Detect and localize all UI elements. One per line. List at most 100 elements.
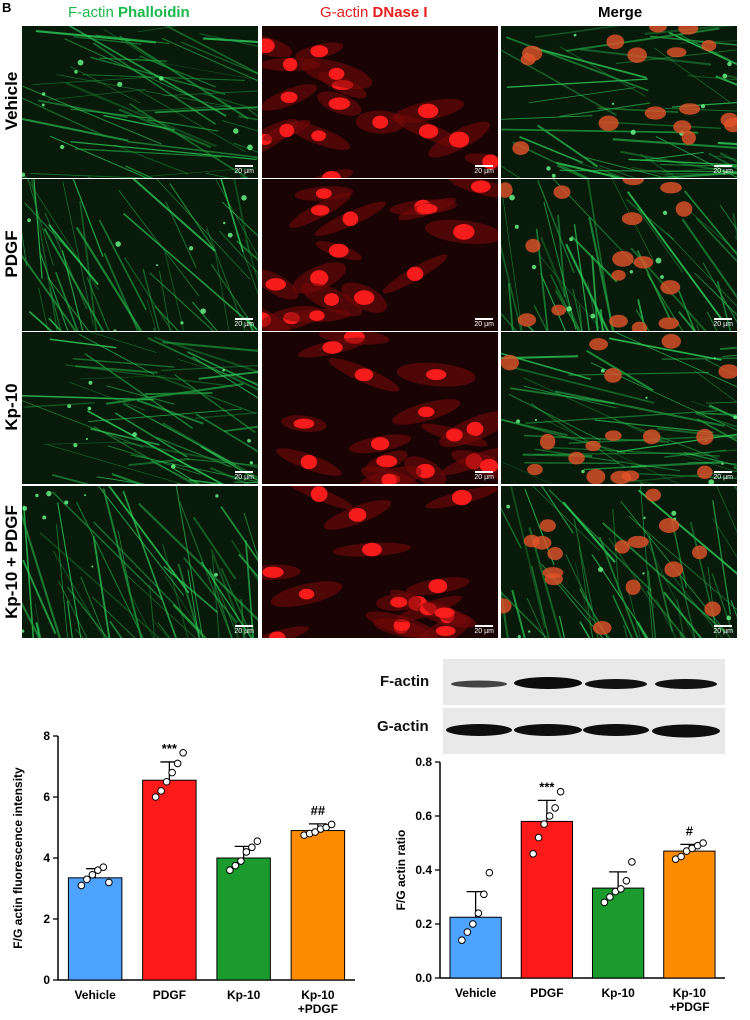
- panel-letter: B: [2, 0, 12, 15]
- scale-bar: 20 µm: [234, 625, 254, 635]
- y-tick-label: 6: [43, 790, 50, 804]
- fluorescence-bar-chart: 0 2 4 6 8 F/G actin fluorescence intensity Veh…: [11, 729, 355, 1016]
- significance-label: ***: [539, 779, 555, 794]
- data-point: [105, 878, 113, 887]
- data-point: [242, 848, 251, 856]
- western-blot-f-actin: [443, 659, 725, 705]
- y-tick-label: 0.8: [415, 755, 432, 769]
- scale-bar: 20 µm: [474, 471, 494, 481]
- category-label: +PDGF: [298, 1002, 338, 1016]
- header-phalloidin: F-actin Phalloidin: [68, 4, 190, 21]
- merge-micrograph: 20 µm: [501, 332, 737, 484]
- y-tick-label: 0: [43, 973, 50, 987]
- y-axis-label: F/G actin fluorescence intensity: [11, 767, 25, 949]
- data-point: [168, 768, 176, 777]
- data-point: [699, 839, 707, 847]
- scale-bar: 20 µm: [234, 165, 254, 175]
- merge-micrograph: 20 µm: [501, 26, 737, 178]
- header-dnase-name: DNase I: [372, 4, 428, 21]
- data-point: [77, 881, 86, 890]
- data-point: [622, 877, 631, 885]
- data-point: [83, 875, 91, 884]
- phalloidin-micrograph: 20 µm: [22, 332, 258, 484]
- header-dnase-prefix: G-actin: [320, 4, 369, 21]
- data-point: [480, 890, 488, 899]
- data-point: [327, 820, 336, 829]
- phalloidin-micrograph: 20 µm: [22, 26, 258, 178]
- data-point: [179, 748, 187, 757]
- row-label-pdgf: PDGF: [2, 230, 21, 278]
- data-point: [458, 936, 466, 944]
- header-phalloidin-prefix: F-actin: [68, 4, 114, 21]
- data-point: [529, 850, 537, 858]
- blot-label-g-actin: G-actin: [377, 718, 429, 735]
- data-point: [157, 787, 165, 795]
- data-point: [173, 759, 182, 768]
- data-point: [248, 843, 256, 852]
- bar: [216, 857, 271, 981]
- y-tick-label: 0.0: [415, 971, 432, 985]
- data-point: [556, 787, 565, 796]
- blot-band: [585, 679, 647, 689]
- data-point: [231, 861, 240, 870]
- blot-label-f-actin: F-actin: [380, 673, 430, 690]
- category-label: Vehicle: [74, 988, 116, 1002]
- data-point: [545, 812, 554, 820]
- y-tick-label: 0.2: [415, 917, 432, 931]
- data-point: [534, 833, 543, 842]
- data-point: [677, 852, 685, 861]
- data-point: [474, 909, 483, 917]
- bar: [449, 916, 502, 979]
- blot-band: [652, 724, 720, 738]
- scale-bar: 20 µm: [474, 165, 494, 175]
- category-label: Vehicle: [455, 986, 497, 1000]
- row-label-vehicle: Vehicle: [2, 71, 21, 131]
- y-tick-label: 0.4: [415, 863, 432, 877]
- blot-band: [451, 680, 507, 688]
- bar: [290, 830, 346, 981]
- y-tick-label: 8: [43, 729, 50, 743]
- data-point: [226, 866, 234, 874]
- y-tick-label: 0.6: [415, 809, 432, 823]
- scale-bar: 20 µm: [474, 625, 494, 635]
- scale-bar: 20 µm: [474, 318, 494, 328]
- data-point: [469, 920, 477, 928]
- bar: [591, 887, 645, 979]
- merge-micrograph: 20 µm: [501, 179, 737, 331]
- header-merge: Merge: [598, 4, 643, 21]
- blot-band: [446, 724, 512, 736]
- y-axis-label: F/G actin ratio: [394, 830, 408, 911]
- data-point: [463, 928, 472, 936]
- data-point: [99, 863, 108, 871]
- row-label-kp10: Kp-10: [2, 383, 21, 431]
- category-label: PDGF: [153, 988, 186, 1002]
- category-label: Kp-10: [301, 988, 335, 1002]
- significance-label: ***: [162, 741, 178, 756]
- category-label: +PDGF: [669, 1000, 709, 1014]
- scale-bar: 20 µm: [234, 318, 254, 328]
- blot-band: [655, 679, 717, 689]
- row-label-kp10-pdgf: Kp-10 + PDGF: [2, 505, 21, 619]
- header-dnase: G-actin DNase I: [320, 4, 428, 21]
- y-tick-label: 2: [43, 912, 50, 926]
- scale-bar: 20 µm: [713, 625, 733, 635]
- category-label: PDGF: [530, 986, 563, 1000]
- scale-bar: 20 µm: [234, 471, 254, 481]
- data-point: [540, 820, 548, 828]
- category-label: Kp-10: [227, 988, 261, 1002]
- header-phalloidin-name: Phalloidin: [118, 4, 190, 21]
- data-point: [162, 777, 171, 786]
- y-tick-label: 4: [43, 851, 50, 865]
- western-blot-g-actin: [443, 708, 725, 754]
- blot-band: [514, 677, 582, 689]
- data-point: [628, 858, 636, 866]
- blot-band: [514, 724, 582, 736]
- data-point: [253, 837, 262, 846]
- data-point: [237, 857, 245, 865]
- category-label: Kp-10: [601, 986, 635, 1000]
- scale-bar: 20 µm: [713, 165, 733, 175]
- data-point: [88, 870, 97, 879]
- bar: [663, 850, 716, 979]
- data-point: [617, 885, 625, 893]
- scale-bar: 20 µm: [713, 318, 733, 328]
